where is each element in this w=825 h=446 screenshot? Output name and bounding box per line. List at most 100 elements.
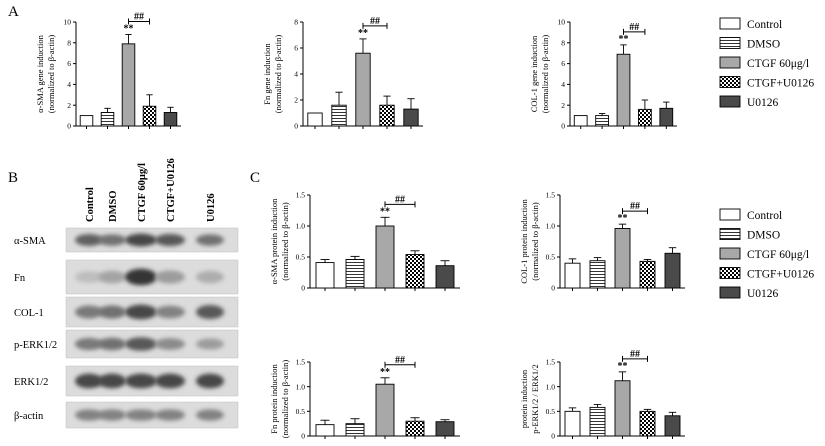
bar-dmso (589, 406, 606, 437)
blot-band (75, 409, 103, 421)
bar-ctgf-u0126 (639, 410, 656, 437)
lane-label: DMSO (108, 191, 119, 223)
bar-u0126 (435, 421, 455, 437)
y-tick-label: 0 (294, 122, 298, 131)
blot-band (98, 409, 126, 421)
blot-band (196, 304, 224, 320)
significance-star: ** (618, 361, 628, 372)
bar-ctgf-60-g-l (616, 53, 631, 127)
legend-1: Control DMSO CTGF 60μg/l CTGF+U0126 U0126 (719, 17, 814, 109)
blot-row-label: ERK1/2 (14, 377, 48, 388)
bar-ctgf-u0126 (405, 420, 425, 437)
blot-band (155, 373, 185, 389)
lane-label: CTGF 60μg/l (137, 163, 148, 222)
bar-control (307, 112, 323, 127)
y-tick-label: 0.5 (546, 253, 556, 262)
y-tick-label: 10 (558, 18, 566, 27)
panel-letter-b: B (8, 170, 18, 186)
significance-hash: ## (370, 16, 380, 27)
blot-band (75, 337, 103, 351)
blot-band (155, 270, 185, 284)
legend-swatch (719, 267, 741, 279)
legend-swatch (719, 247, 741, 260)
blot-band (155, 338, 185, 350)
blot-band (98, 337, 126, 351)
legend-swatch (719, 208, 741, 221)
y-tick-label: 1.0 (546, 222, 556, 231)
y-axis-label: (normalized to β-actin) (530, 202, 540, 281)
y-axis-label: (normalized to β-actin) (540, 35, 550, 114)
bar-u0126 (435, 265, 455, 289)
chart-4: 0 0.5 1.0 1.5 α-SMA protein induction (normal… (269, 191, 460, 293)
chart-5: 0 0.5 1.0 1.5 COL-1 protein induction (normal… (519, 191, 685, 293)
y-axis-label: α-SMA gene induction (35, 34, 45, 112)
bar-u0126 (664, 252, 681, 289)
legend-label: CTGF+U0126 (747, 269, 814, 281)
legend-label: CTGF 60μg/l (747, 58, 809, 70)
blot-row-label: COL-1 (14, 308, 44, 319)
bar-ctgf-u0126 (639, 260, 656, 289)
blot-row: β-actin (14, 401, 239, 429)
y-tick-label: 0 (301, 432, 305, 441)
bar-dmso (345, 259, 365, 289)
blot-row: Fn (14, 259, 239, 295)
legend-label: Control (747, 19, 782, 31)
blot-row: COL-1 (14, 296, 239, 328)
blot-band (196, 373, 224, 389)
legend-swatch (719, 76, 741, 88)
significance-hash: ## (630, 201, 640, 212)
y-axis-label: α-SMA protein induction (269, 198, 279, 284)
y-tick-label: 4 (67, 80, 71, 89)
western-blot: Control DMSO CTGF 60μg/l CTGF+U0126 U0126 α-S… (14, 158, 239, 429)
blot-band (155, 233, 185, 247)
legend-label: U0126 (747, 288, 779, 300)
bar-u0126 (659, 107, 674, 127)
blot-band (75, 234, 103, 246)
legend-swatch (719, 228, 741, 240)
lane-label: U0126 (206, 193, 217, 222)
bar-ctgf-u0126 (142, 105, 157, 127)
bar-ctgf-60-g-l (375, 383, 395, 437)
significance-hash: ## (395, 194, 405, 205)
bar-dmso (331, 104, 347, 127)
y-axis-label: Fn gene induction (262, 43, 272, 105)
bar-ctgf-60-g-l (614, 228, 631, 289)
blot-row-label: β-actin (14, 411, 44, 422)
legend-2: Control DMSO CTGF 60μg/l CTGF+U0126 U0126 (719, 208, 814, 300)
y-tick-label: 10 (64, 18, 72, 27)
blot-band (98, 234, 126, 246)
y-tick-label: 0 (551, 284, 555, 293)
y-axis-label: (normalized to β-actin) (46, 35, 56, 114)
significance-hash: ## (134, 11, 144, 22)
bar-ctgf-u0126 (405, 254, 425, 289)
bar-control (564, 262, 581, 289)
significance-star: ** (618, 213, 628, 224)
blot-band (75, 373, 103, 389)
legend-swatch (719, 95, 741, 108)
y-tick-label: 2 (561, 101, 565, 110)
y-tick-label: 1.0 (296, 382, 306, 391)
significance-hash: ## (395, 355, 405, 366)
y-tick-label: 0.5 (296, 253, 306, 262)
y-tick-label: 0 (561, 122, 565, 131)
bar-u0126 (403, 108, 419, 127)
legend-label: Control (747, 210, 782, 222)
bar-u0126 (163, 112, 178, 127)
y-tick-label: 0 (551, 432, 555, 441)
panel-letter-a: A (8, 4, 19, 20)
bar-control (79, 115, 94, 127)
y-axis-label: (normalized to β-actin) (280, 202, 290, 281)
significance-star: ** (380, 367, 390, 378)
legend-label: CTGF+U0126 (747, 78, 814, 90)
y-tick-label: 0 (301, 284, 305, 293)
bar-ctgf-60-g-l (614, 380, 631, 437)
bar-dmso (345, 423, 365, 437)
legend-swatch (719, 37, 741, 49)
blot-row: α-SMA (14, 227, 239, 253)
bar-control (315, 424, 335, 437)
blot-band (125, 409, 157, 421)
bar-ctgf-60-g-l (355, 52, 371, 127)
y-tick-label: 8 (561, 38, 565, 47)
blot-band (196, 270, 224, 284)
blot-band (196, 409, 224, 421)
